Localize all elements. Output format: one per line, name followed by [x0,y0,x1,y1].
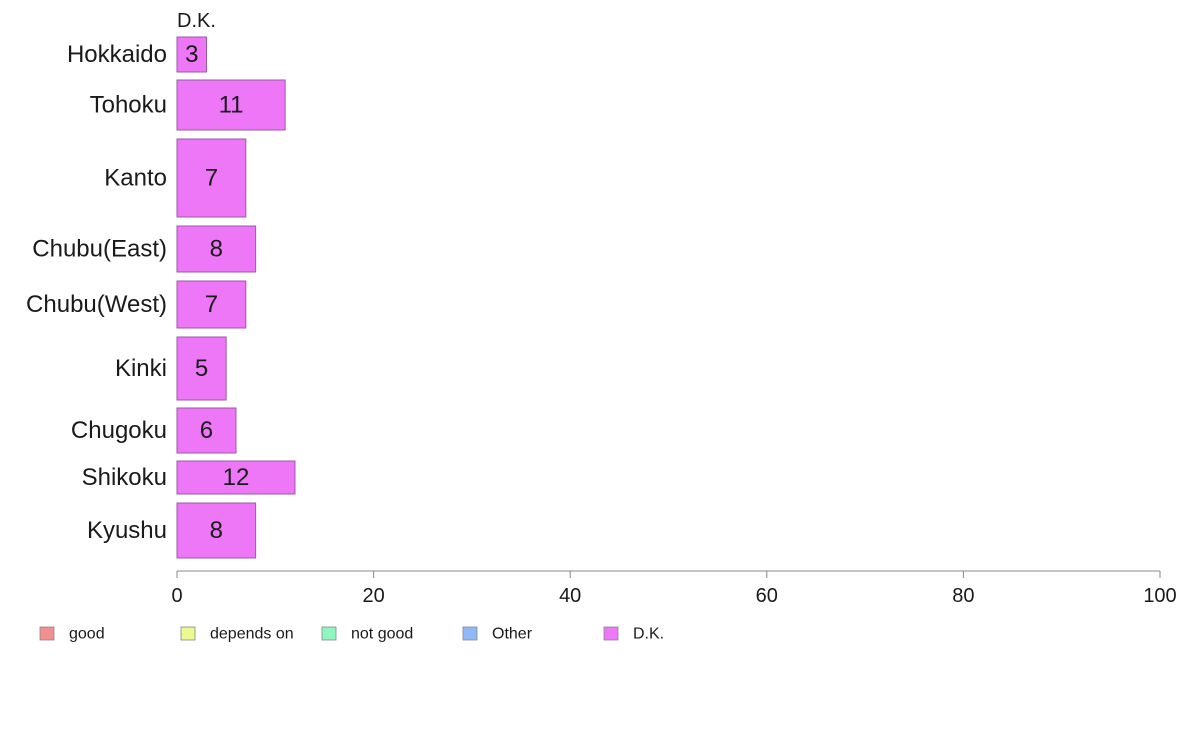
legend-label: depends on [210,626,294,643]
legend: good depends on not good Other D.K. [39,626,664,643]
bar-value-label: 11 [219,92,244,119]
bar-value-label: 7 [205,291,218,318]
bar [176,336,227,401]
category-label: Kanto [104,165,167,192]
bar [176,407,237,454]
bar [176,138,247,218]
legend-label: D.K. [633,626,664,643]
category-label: Shikoku [82,464,167,491]
legend-swatch [603,626,619,641]
category-label: Kyushu [87,517,167,544]
x-tick-label: 60 [756,585,778,607]
x-tick-label: 0 [171,585,182,607]
series-header: D.K. [177,10,216,32]
category-label: Hokkaido [67,41,167,68]
bars-group: Hokkaido 3 Tohoku 11 Kanto 7 Chubu(East) 8 Chubu… [26,36,296,559]
x-tick-label: 20 [362,585,384,607]
bar-value-label: 3 [185,41,198,68]
legend-label: good [69,626,105,643]
bar [176,36,207,73]
category-label: Kinki [115,355,167,382]
x-tick-label: 40 [559,585,581,607]
legend-swatch [462,626,478,641]
x-axis: 0 20 40 60 80 100 [171,570,1177,607]
x-tick-label: 80 [952,585,974,607]
bar-value-label: 8 [210,517,223,544]
bar-value-label: 5 [195,355,208,382]
legend-swatch [321,626,337,641]
bar [176,79,286,131]
bar [176,460,296,495]
bar-value-label: 7 [205,165,218,192]
x-tick-label: 100 [1143,585,1176,607]
category-label: Chubu(East) [32,236,167,263]
legend-swatch [180,626,196,641]
category-label: Chubu(West) [26,291,167,318]
bar [176,225,257,273]
legend-label: not good [351,626,413,643]
category-label: Chugoku [71,417,167,444]
legend-swatch [39,626,55,641]
bar-value-label: 12 [223,464,250,491]
bar [176,502,257,559]
legend-label: Other [492,626,533,643]
category-label: Tohoku [90,92,167,119]
bar [176,280,247,329]
bar-value-label: 8 [210,236,223,263]
bar-value-label: 6 [200,417,213,444]
